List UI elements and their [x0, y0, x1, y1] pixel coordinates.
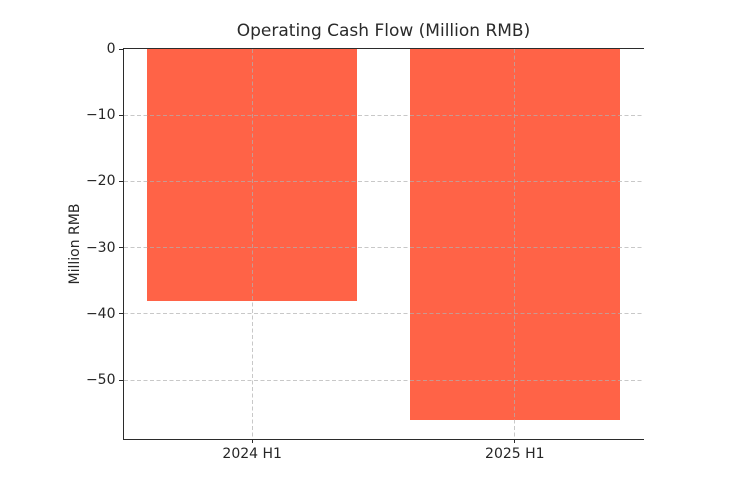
y-tick-mark	[119, 313, 123, 315]
y-tick-mark	[119, 180, 123, 182]
y-tick-label: −20	[85, 173, 116, 190]
y-tick-label: −30	[85, 239, 116, 256]
chart-title: Operating Cash Flow (Million RMB)	[236, 21, 531, 41]
v-gridline	[251, 49, 253, 439]
y-tick-mark	[119, 379, 123, 381]
x-tick-mark	[251, 439, 253, 443]
x-tick-mark	[514, 439, 516, 443]
h-gridline	[123, 114, 644, 116]
h-gridline	[123, 180, 644, 182]
x-tick-label: 2024 H1	[222, 445, 282, 462]
x-tick-label: 2025 H1	[485, 445, 545, 462]
left-spine	[122, 49, 124, 439]
y-tick-label: −10	[85, 107, 116, 124]
y-tick-label: −40	[85, 305, 116, 322]
bottom-spine	[122, 438, 644, 440]
y-tick-mark	[119, 48, 123, 50]
h-gridline	[123, 247, 644, 249]
y-tick-label: 0	[106, 41, 116, 57]
y-tick-label: −50	[85, 372, 116, 389]
v-gridline	[514, 49, 516, 439]
y-tick-mark	[119, 114, 123, 116]
h-gridline	[123, 313, 644, 315]
plot-area	[122, 48, 644, 440]
top-spine-zero-line	[122, 48, 644, 49]
h-gridline	[123, 379, 644, 381]
y-tick-mark	[119, 247, 123, 249]
